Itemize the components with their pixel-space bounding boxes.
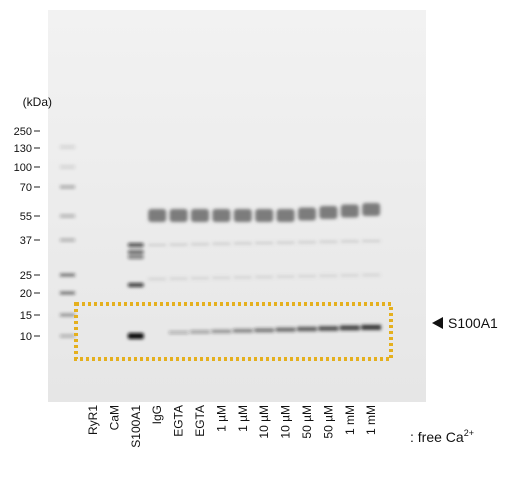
lane-label: EGTA [172, 405, 186, 437]
marker-label: 37 [20, 235, 32, 247]
lane-label: 10 µM [257, 405, 271, 439]
lane-label: 50 µM [300, 405, 314, 439]
ladder-band [60, 314, 75, 317]
lane-label: 1 µM [236, 405, 250, 432]
band [128, 283, 144, 287]
faint-band [148, 278, 166, 280]
heavy-chain-band [362, 203, 380, 216]
ladder-band [60, 146, 75, 149]
target-band [233, 329, 253, 333]
lane-label: S100A1 [129, 405, 143, 448]
ladder-band [60, 186, 75, 189]
faint-band [277, 242, 295, 244]
faint-band [170, 244, 188, 246]
band [128, 255, 144, 259]
heavy-chain-band [170, 209, 188, 222]
band-annotation: S100A1 [448, 315, 498, 331]
band [128, 243, 144, 247]
faint-band [191, 243, 209, 245]
marker-label: 25 [20, 270, 32, 282]
faint-band [319, 241, 337, 243]
marker-label: 10 [20, 331, 32, 343]
target-band [169, 331, 189, 334]
blot-figure: (kDa) S100A1 : free Ca2+ 250 130 100 70 55 37… [0, 0, 532, 475]
heavy-chain-band [234, 209, 252, 222]
target-band [211, 330, 231, 334]
condition-sup: 2+ [464, 428, 474, 438]
faint-band [234, 242, 252, 244]
faint-band [341, 274, 359, 276]
marker-label: 70 [20, 182, 32, 194]
faint-band [319, 275, 337, 277]
heavy-chain-band [277, 209, 295, 222]
lane-label: 1 µM [214, 405, 228, 432]
lane-label: CaM [107, 405, 121, 430]
ladder-band [60, 274, 75, 277]
faint-band [148, 244, 166, 246]
faint-band [341, 240, 359, 242]
ladder-band [60, 239, 75, 242]
faint-band [255, 276, 273, 278]
marker-label: 20 [20, 288, 32, 300]
faint-band [362, 274, 380, 276]
ladder-band [60, 292, 75, 295]
heavy-chain-band [341, 205, 359, 218]
marker-label: 250 [14, 126, 32, 138]
marker-label: 100 [14, 162, 32, 174]
ladder-band [60, 166, 75, 169]
unit-label: (kDa) [23, 95, 52, 109]
heavy-chain-band [255, 209, 273, 222]
faint-band [298, 275, 316, 277]
target-band [297, 327, 317, 332]
faint-band [191, 277, 209, 279]
faint-band [277, 276, 295, 278]
arrow [432, 317, 443, 329]
faint-band [212, 243, 230, 245]
faint-band [212, 277, 230, 279]
faint-band [170, 278, 188, 280]
heavy-chain-band [298, 208, 316, 221]
condition-text: : free Ca [410, 429, 464, 445]
lane-label: IgG [150, 405, 164, 424]
marker-label: 15 [20, 310, 32, 322]
target-band [254, 328, 274, 332]
heavy-chain-band [191, 209, 209, 222]
lane-label: RyR1 [86, 405, 100, 435]
ladder-band [60, 335, 75, 338]
target-band [190, 330, 210, 333]
faint-band [255, 242, 273, 244]
band [128, 333, 144, 339]
lane-label: 1 mM [343, 405, 357, 435]
lane-label: 10 µM [279, 405, 293, 439]
target-band [276, 328, 296, 332]
target-band [340, 325, 360, 330]
band [128, 250, 144, 254]
marker-label: 55 [20, 211, 32, 223]
target-band [318, 326, 338, 331]
marker-label: 130 [14, 143, 32, 155]
lane-label: EGTA [193, 405, 207, 437]
lane-label: 1 mM [364, 405, 378, 435]
heavy-chain-band [319, 206, 337, 219]
lane-label: 50 µM [321, 405, 335, 439]
ladder-band [60, 215, 75, 218]
faint-band [298, 241, 316, 243]
faint-band [234, 276, 252, 278]
target-band [361, 325, 381, 330]
heavy-chain-band [212, 209, 230, 222]
heavy-chain-band [148, 209, 166, 222]
faint-band [362, 240, 380, 242]
condition-label: : free Ca2+ [410, 428, 474, 445]
